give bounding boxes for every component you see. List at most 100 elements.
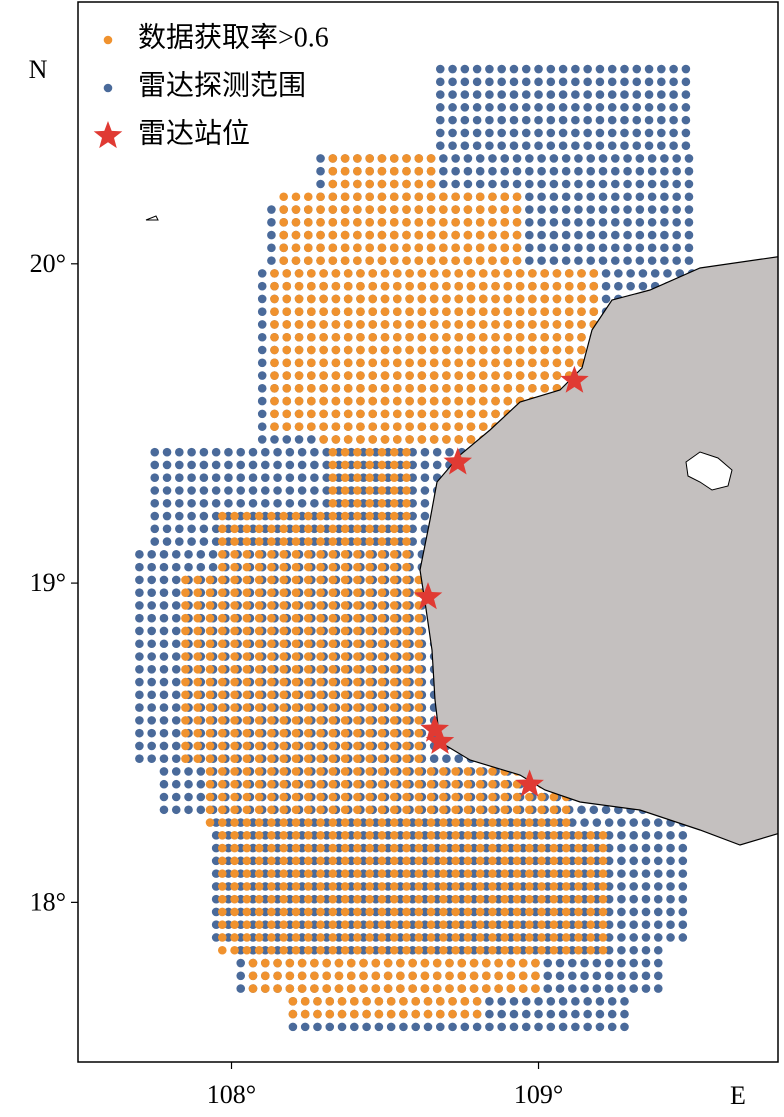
grid-point — [417, 435, 427, 444]
grid-point — [460, 1009, 470, 1019]
grid-point — [491, 294, 500, 304]
grid-point — [402, 869, 411, 878]
grid-point — [273, 958, 282, 968]
grid-point — [540, 358, 549, 368]
grid-point — [604, 843, 614, 853]
grid-point — [303, 741, 313, 751]
grid-point — [420, 486, 430, 495]
grid-point — [162, 473, 172, 483]
grid-point — [230, 805, 239, 815]
grid-point — [389, 243, 399, 253]
grid-point — [285, 524, 295, 534]
grid-point — [236, 524, 246, 534]
grid-point — [598, 243, 608, 253]
grid-point — [475, 767, 485, 776]
grid-point — [236, 447, 246, 457]
grid-point — [485, 77, 494, 87]
grid-point — [303, 652, 313, 661]
grid-point — [322, 843, 331, 853]
grid-point — [414, 664, 424, 674]
grid-point — [242, 869, 252, 878]
grid-point — [396, 907, 405, 917]
grid-point — [236, 460, 246, 470]
grid-point — [365, 805, 374, 815]
grid-point — [561, 945, 571, 955]
grid-point — [414, 652, 424, 661]
grid-point — [365, 205, 374, 214]
grid-point — [574, 882, 583, 891]
grid-point — [414, 179, 424, 189]
grid-point — [196, 767, 206, 776]
grid-point — [558, 103, 568, 112]
grid-point — [392, 396, 402, 406]
grid-point — [267, 754, 276, 763]
grid-point — [380, 345, 390, 355]
grid-point — [254, 588, 264, 597]
grid-point — [543, 971, 553, 981]
grid-point — [500, 882, 510, 891]
grid-point — [217, 741, 227, 751]
grid-point — [684, 230, 694, 240]
grid-point — [159, 639, 169, 649]
grid-point — [340, 218, 350, 227]
grid-point — [469, 831, 479, 840]
grid-point — [181, 703, 190, 712]
grid-point — [515, 307, 525, 316]
grid-point — [224, 447, 233, 457]
grid-point — [577, 269, 586, 278]
grid-point — [340, 843, 350, 853]
grid-point — [291, 894, 301, 904]
grid-point — [328, 664, 338, 674]
grid-point — [224, 524, 233, 534]
grid-point — [457, 907, 467, 917]
grid-point — [353, 690, 362, 700]
grid-point — [279, 690, 289, 700]
grid-point — [346, 984, 356, 993]
grid-point — [322, 486, 331, 495]
grid-point — [260, 511, 270, 521]
grid-point — [365, 779, 374, 789]
grid-point — [150, 460, 160, 470]
grid-point — [515, 345, 525, 355]
grid-point — [236, 894, 246, 904]
grid-point — [279, 537, 289, 546]
grid-point — [377, 945, 387, 955]
grid-point — [273, 831, 282, 840]
grid-point — [531, 971, 540, 981]
grid-point — [279, 677, 289, 687]
grid-point — [518, 843, 528, 853]
grid-point — [469, 958, 479, 968]
grid-point — [515, 358, 525, 368]
grid-point — [217, 601, 227, 610]
grid-point — [316, 920, 325, 930]
grid-point — [303, 716, 313, 725]
grid-point — [500, 805, 510, 815]
grid-point — [408, 958, 417, 968]
grid-point — [435, 90, 445, 99]
grid-point — [377, 473, 387, 483]
grid-point — [607, 90, 617, 99]
grid-point — [574, 945, 583, 955]
grid-point — [331, 345, 341, 355]
grid-point — [365, 703, 374, 712]
grid-point — [420, 971, 430, 981]
grid-point — [297, 524, 307, 534]
grid-point — [632, 141, 642, 150]
grid-point — [402, 550, 411, 559]
grid-point — [463, 230, 473, 240]
grid-point — [574, 154, 583, 163]
grid-point — [303, 588, 313, 597]
grid-point — [340, 741, 350, 751]
grid-point — [359, 447, 368, 457]
grid-point — [518, 869, 528, 878]
grid-point — [402, 192, 411, 202]
grid-point — [371, 511, 381, 521]
grid-point — [340, 920, 350, 930]
grid-point — [377, 894, 387, 904]
grid-point — [500, 218, 510, 227]
grid-point — [402, 447, 411, 457]
grid-point — [420, 920, 430, 930]
grid-point — [402, 754, 411, 763]
grid-point — [181, 613, 190, 623]
grid-point — [592, 945, 602, 955]
